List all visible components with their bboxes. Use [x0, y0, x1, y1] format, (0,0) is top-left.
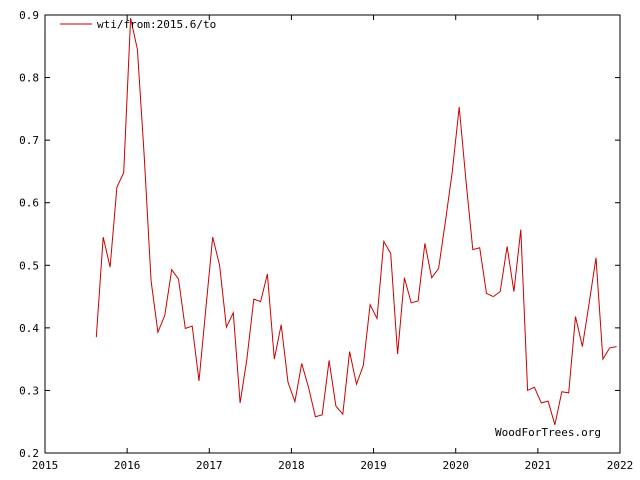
watermark: WoodForTrees.org	[495, 426, 601, 439]
x-tick-label: 2018	[278, 459, 305, 472]
legend-label: wti/from:2015.6/to	[97, 18, 216, 31]
x-tick-label: 2019	[360, 459, 387, 472]
y-tick-label: 0.8	[19, 72, 39, 85]
series-line	[95, 17, 617, 425]
y-tick-label: 0.4	[19, 322, 39, 335]
y-tick-label: 0.6	[19, 197, 39, 210]
x-tick-label: 2015	[32, 459, 59, 472]
y-tick-label: 0.3	[19, 384, 39, 397]
y-tick-label: 0.9	[19, 9, 39, 22]
plot-frame	[44, 14, 621, 454]
x-tick-label: 2020	[442, 459, 469, 472]
series-layer	[95, 17, 617, 425]
x-tick-label: 2022	[607, 459, 634, 472]
x-tick-label: 2021	[525, 459, 552, 472]
y-axis: 0.2 0.3 0.4 0.5 0.6 0.7 0.8 0.9	[19, 9, 620, 460]
x-tick-label: 2016	[114, 459, 141, 472]
y-tick-label: 0.2	[19, 447, 39, 460]
y-tick-label: 0.7	[19, 134, 39, 147]
x-tick-label: 2017	[196, 459, 223, 472]
y-tick-label: 0.5	[19, 259, 39, 272]
legend: wti/from:2015.6/to	[60, 18, 216, 31]
x-axis: 2015 2016 2017 2018 2019 2020 2021 2022	[32, 15, 634, 472]
